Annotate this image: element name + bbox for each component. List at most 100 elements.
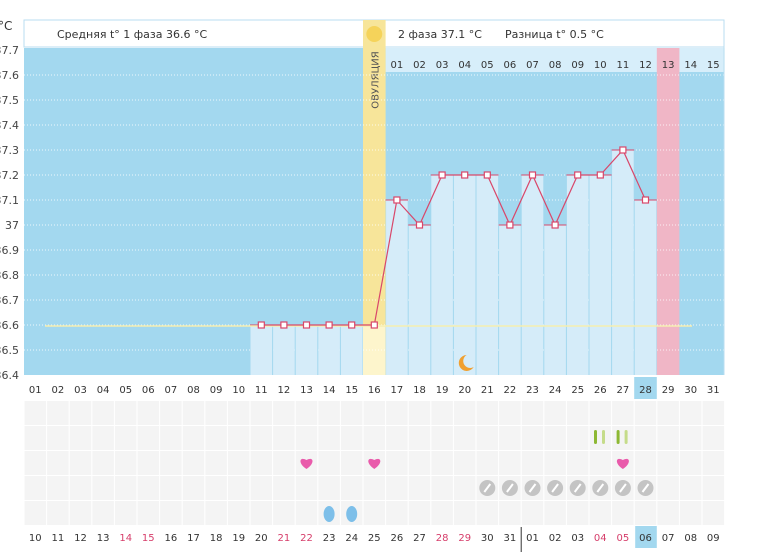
symbol-cell[interactable] <box>92 476 114 500</box>
symbol-cell[interactable] <box>521 501 544 525</box>
symbol-cell[interactable] <box>250 426 273 450</box>
symbol-cell[interactable] <box>566 501 589 525</box>
symbol-cell[interactable] <box>160 451 182 475</box>
symbol-cell[interactable] <box>453 501 476 525</box>
date-label[interactable]: 13 <box>97 533 110 544</box>
symbol-cell[interactable] <box>160 426 182 450</box>
symbol-cell[interactable] <box>499 401 521 425</box>
symbol-cell[interactable] <box>227 451 250 475</box>
symbol-cell[interactable] <box>273 501 295 525</box>
symbol-cell[interactable] <box>227 501 250 525</box>
symbol-cell[interactable] <box>408 476 431 500</box>
symbol-cell[interactable] <box>453 451 476 475</box>
cycle-day-label[interactable]: 30 <box>684 385 697 396</box>
temperature-point[interactable] <box>302 321 311 329</box>
symbol-cell[interactable] <box>431 401 453 425</box>
symbol-cell[interactable] <box>273 426 295 450</box>
symbol-cell[interactable] <box>114 476 137 500</box>
temperature-point[interactable] <box>461 171 469 179</box>
symbol-cell[interactable] <box>499 501 521 525</box>
temperature-point[interactable] <box>506 221 514 229</box>
temperature-point[interactable] <box>280 321 288 329</box>
symbol-cell[interactable] <box>612 401 634 425</box>
symbol-cell[interactable] <box>182 476 205 500</box>
cycle-day-label[interactable]: 14 <box>323 385 336 396</box>
date-label[interactable]: 31 <box>504 533 517 544</box>
cycle-day-label[interactable]: 25 <box>571 385 584 396</box>
symbol-cell[interactable] <box>92 501 114 525</box>
symbol-cell[interactable] <box>340 451 363 475</box>
symbol-cell[interactable] <box>227 426 250 450</box>
symbol-cell[interactable] <box>657 426 679 450</box>
date-label[interactable]: 18 <box>210 533 223 544</box>
symbol-cell[interactable] <box>634 451 657 475</box>
symbol-cell[interactable] <box>182 501 205 525</box>
symbol-cell[interactable] <box>363 401 386 425</box>
symbol-cell[interactable] <box>273 451 295 475</box>
symbol-cell[interactable] <box>566 426 589 450</box>
symbol-cell[interactable] <box>702 451 725 475</box>
cycle-day-label[interactable]: 20 <box>458 385 471 396</box>
symbol-cell[interactable] <box>431 426 453 450</box>
symbol-cell[interactable] <box>476 451 499 475</box>
symbol-cell[interactable] <box>295 426 318 450</box>
symbol-cell[interactable] <box>205 401 227 425</box>
temperature-point[interactable] <box>348 321 356 329</box>
symbol-cell[interactable] <box>69 426 92 450</box>
symbol-cell[interactable] <box>182 451 205 475</box>
date-label[interactable]: 26 <box>391 533 404 544</box>
symbol-cell[interactable] <box>137 501 160 525</box>
symbol-cell[interactable] <box>69 401 92 425</box>
symbol-cell[interactable] <box>702 426 725 450</box>
date-label[interactable]: 09 <box>707 533 720 544</box>
symbol-cell[interactable] <box>137 451 160 475</box>
temperature-point[interactable] <box>257 321 265 329</box>
symbol-cell[interactable] <box>24 451 47 475</box>
symbol-cell[interactable] <box>679 476 702 500</box>
symbol-cell[interactable] <box>408 451 431 475</box>
symbol-cell[interactable] <box>521 426 544 450</box>
temperature-point[interactable] <box>619 146 627 154</box>
symbol-cell[interactable] <box>386 401 408 425</box>
symbol-cell[interactable] <box>589 401 612 425</box>
symbol-cell[interactable] <box>24 476 47 500</box>
symbol-cell[interactable] <box>544 426 566 450</box>
cycle-day-label[interactable]: 06 <box>142 385 155 396</box>
date-label[interactable]: 08 <box>684 533 697 544</box>
symbol-cell[interactable] <box>612 426 634 450</box>
date-label[interactable]: 27 <box>413 533 426 544</box>
cycle-day-label[interactable]: 21 <box>481 385 494 396</box>
cycle-day-label[interactable]: 17 <box>391 385 404 396</box>
date-label[interactable]: 25 <box>368 533 381 544</box>
symbol-cell[interactable] <box>227 476 250 500</box>
date-label[interactable]: 11 <box>52 533 65 544</box>
symbol-cell[interactable] <box>114 426 137 450</box>
symbol-cell[interactable] <box>227 401 250 425</box>
symbol-cell[interactable] <box>363 426 386 450</box>
symbol-cell[interactable] <box>386 451 408 475</box>
symbol-cell[interactable] <box>408 426 431 450</box>
cycle-day-label[interactable]: 11 <box>255 385 268 396</box>
date-label[interactable]: 02 <box>549 533 562 544</box>
symbol-cell[interactable] <box>408 501 431 525</box>
symbol-cell[interactable] <box>250 476 273 500</box>
symbol-cell[interactable] <box>69 476 92 500</box>
cycle-day-label[interactable]: 02 <box>52 385 65 396</box>
symbol-cell[interactable] <box>205 476 227 500</box>
symbol-cell[interactable] <box>679 426 702 450</box>
symbol-cell[interactable] <box>160 476 182 500</box>
symbol-cell[interactable] <box>92 401 114 425</box>
symbol-cell[interactable] <box>318 451 340 475</box>
cycle-day-label[interactable]: 26 <box>594 385 607 396</box>
symbol-cell[interactable] <box>24 401 47 425</box>
date-label[interactable]: 05 <box>617 533 630 544</box>
symbol-cell[interactable] <box>137 401 160 425</box>
cycle-day-label[interactable]: 13 <box>300 385 313 396</box>
temperature-point[interactable] <box>551 221 559 229</box>
cycle-day-label[interactable]: 12 <box>278 385 291 396</box>
symbol-cell[interactable] <box>205 426 227 450</box>
symbol-cell[interactable] <box>431 451 453 475</box>
cycle-day-label[interactable]: 09 <box>210 385 223 396</box>
symbol-cell[interactable] <box>544 401 566 425</box>
date-label[interactable]: 15 <box>142 533 155 544</box>
